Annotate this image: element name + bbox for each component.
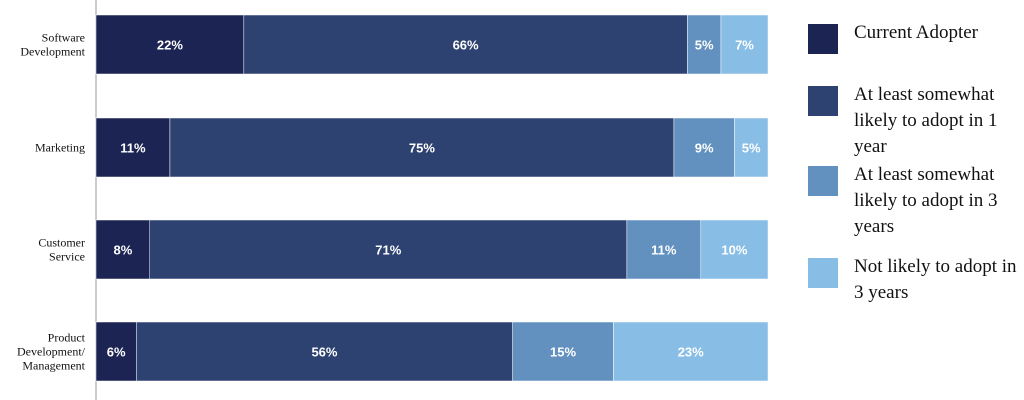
category-label: Customer Service xyxy=(38,236,85,264)
bar-segment xyxy=(720,14,769,75)
bar-segment xyxy=(95,14,245,75)
legend-swatch xyxy=(808,86,838,116)
category-label-line: Customer xyxy=(38,236,85,250)
data-label: 66% xyxy=(453,38,479,53)
legend-item: At least somewhat likely to adopt in 1 y… xyxy=(808,82,1024,160)
data-label: 23% xyxy=(678,345,704,360)
data-label: 71% xyxy=(375,243,401,258)
data-label: 22% xyxy=(157,38,183,53)
bar-segment xyxy=(149,219,628,280)
bar-segment xyxy=(169,117,675,178)
legend-label: Current Adopter xyxy=(854,22,979,43)
data-label: 10% xyxy=(721,243,747,258)
legend-swatch xyxy=(808,258,838,288)
legend-swatch xyxy=(808,24,838,54)
category-label: Software Development xyxy=(20,31,85,59)
legend-label: At least somewhat likely to adopt in 1 y… xyxy=(854,84,998,157)
data-label: 8% xyxy=(113,243,132,258)
data-label: 5% xyxy=(742,141,761,156)
legend-label: At least somewhat likely to adopt in 3 y… xyxy=(854,164,998,237)
legend-swatch xyxy=(808,166,838,196)
stacked-bar-chart: 22% 66% 5% 7% 11% 75% 9% 5% 8% 71% 11% 10% 6% 56% 15% 2… xyxy=(17,0,769,400)
category-label-line: Marketing xyxy=(35,141,85,155)
legend: Current Adopter At least somewhat likely … xyxy=(808,0,1024,400)
bar-segment xyxy=(700,219,769,280)
legend-label: Not likely to adopt in 3 years xyxy=(854,256,1017,303)
category-label: Marketing xyxy=(35,141,85,155)
legend-item: Not likely to adopt in 3 years xyxy=(808,254,1024,306)
category-label-line: Software xyxy=(42,31,85,45)
data-label: 7% xyxy=(735,38,754,53)
category-label-line: Service xyxy=(49,250,85,264)
data-label: 15% xyxy=(550,345,576,360)
bar-segment xyxy=(136,321,513,382)
category-label-line: Product xyxy=(48,331,86,345)
data-label: 5% xyxy=(695,38,714,53)
bar-segment xyxy=(613,321,769,382)
category-label: Product Development/Management xyxy=(17,331,86,373)
bar-segment xyxy=(243,14,688,75)
category-label-line: Development xyxy=(20,45,85,59)
data-label: 11% xyxy=(651,243,677,258)
bar-segment xyxy=(512,321,614,382)
bar-segment xyxy=(687,14,722,75)
bar-segment xyxy=(95,219,151,280)
data-label: 56% xyxy=(311,345,337,360)
data-label: 9% xyxy=(695,141,714,156)
category-label-line: Management xyxy=(22,359,85,373)
data-label: 6% xyxy=(107,345,126,360)
bar-segment xyxy=(95,321,137,382)
bar-segment xyxy=(734,117,769,178)
bar-segment xyxy=(626,219,702,280)
bars-group: 22% 66% 5% 7% 11% 75% 9% 5% 8% 71% 11% 10% 6% 56% 15% 2… xyxy=(95,14,769,382)
category-label-line: Development/ xyxy=(17,345,86,359)
data-label: 75% xyxy=(409,141,435,156)
data-label: 11% xyxy=(120,141,146,156)
legend-item: Current Adopter xyxy=(808,20,1024,54)
legend-item: At least somewhat likely to adopt in 3 y… xyxy=(808,162,1024,240)
category-labels-group: Software Development Marketing Customer Serv… xyxy=(17,31,86,373)
